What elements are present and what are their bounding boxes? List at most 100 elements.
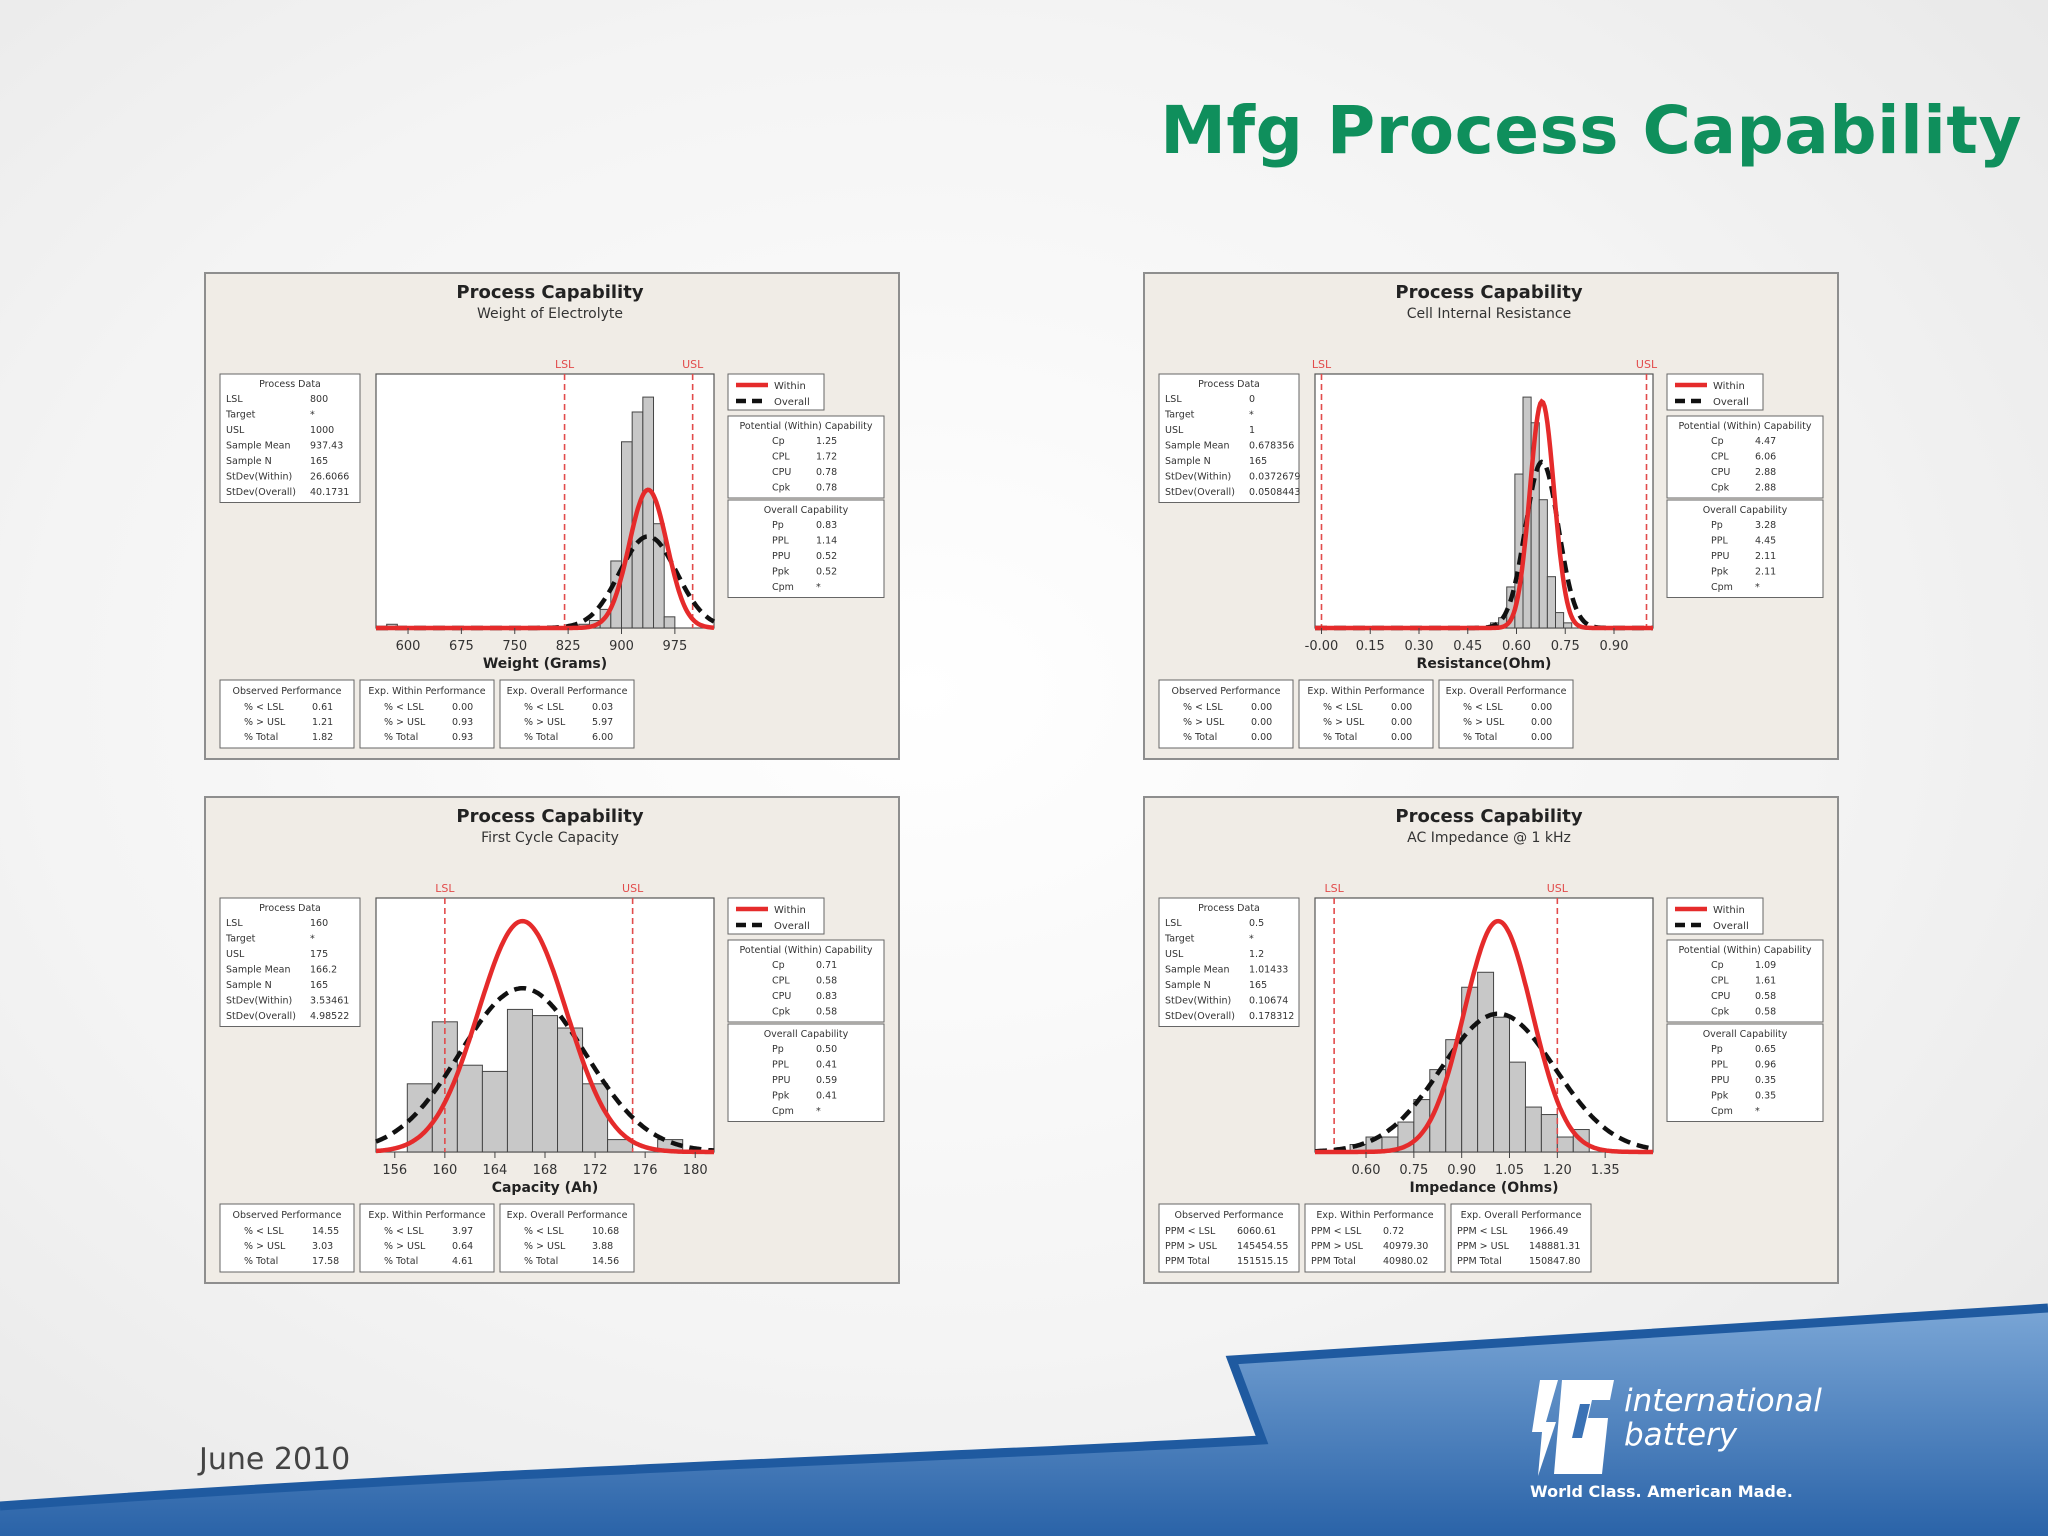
stat-value: 4.61 xyxy=(452,1256,473,1267)
stat-value: 0.96 xyxy=(1755,1060,1776,1071)
stat-value: 0.0508443 xyxy=(1249,487,1300,498)
stat-label: % Total xyxy=(524,1256,558,1267)
x-tick-label: 0.60 xyxy=(1352,1163,1381,1178)
stat-value: 0.71 xyxy=(816,960,837,971)
stat-label: StDev(Within) xyxy=(1165,996,1231,1007)
x-tick-label: 0.75 xyxy=(1551,639,1580,654)
stat-value: 0.58 xyxy=(1755,991,1776,1002)
histogram-bar xyxy=(663,616,676,629)
stat-value: 0.00 xyxy=(1391,702,1412,713)
x-tick-label: 164 xyxy=(483,1163,508,1178)
stat-value: 3.28 xyxy=(1755,520,1776,531)
stat-label: Target xyxy=(225,410,256,421)
stat-label: StDev(Within) xyxy=(1165,472,1231,483)
stat-label: Sample Mean xyxy=(226,965,291,976)
stat-value: 0.78 xyxy=(816,467,837,478)
performance-box: Observed Performance % < LSL 14.55 % > USL 3… xyxy=(219,1203,355,1273)
stat-label: Ppk xyxy=(772,567,790,578)
stat-label: Sample Mean xyxy=(226,441,291,452)
box-heading: Exp. Within Performance xyxy=(1307,686,1424,697)
process-data-box: Process Data LSL 0.5 Target * USL 1.2 Sample Me… xyxy=(1158,897,1300,1027)
stat-value: 2.88 xyxy=(1755,483,1776,494)
stat-label: % < LSL xyxy=(384,702,424,713)
histogram-bar xyxy=(1556,1136,1574,1153)
x-tick-label: 0.60 xyxy=(1502,639,1531,654)
stat-label: Sample N xyxy=(1165,980,1211,991)
stat-value: * xyxy=(310,934,315,945)
x-tick-label: 0.30 xyxy=(1405,639,1434,654)
stat-value: * xyxy=(816,1106,821,1117)
stat-value: 0.178312 xyxy=(1249,1011,1294,1022)
chart-subtitle: Cell Internal Resistance xyxy=(1407,306,1571,322)
stat-label: Cpk xyxy=(772,1007,791,1018)
stat-label: % > USL xyxy=(1463,717,1505,728)
stat-value: 0.41 xyxy=(816,1060,837,1071)
within-curve xyxy=(1315,398,1653,631)
stat-value: 0.58 xyxy=(816,1007,837,1018)
stat-value: 0.00 xyxy=(452,702,473,713)
chart-title: Process Capability xyxy=(1395,282,1582,303)
stat-value: * xyxy=(1755,582,1760,593)
capability-chart-electrolyte-weight: Process Capability Weight of Electrolyte L… xyxy=(219,282,885,749)
stat-value: 0.58 xyxy=(1755,1007,1776,1018)
x-tick-label: 172 xyxy=(583,1163,608,1178)
stat-value: 0.58 xyxy=(816,976,837,987)
x-tick-label: 156 xyxy=(382,1163,407,1178)
overall-capability-box: Overall Capability Pp 0.50 PPL 0.41 PPU 0.59 Pp… xyxy=(727,1023,885,1122)
box-heading: Potential (Within) Capability xyxy=(1679,421,1812,432)
performance-box: Exp. Overall Performance % < LSL 10.68 % > … xyxy=(499,1203,635,1273)
stat-value: 0.93 xyxy=(452,732,473,743)
stat-value: 165 xyxy=(310,456,328,467)
stat-value: 165 xyxy=(1249,456,1267,467)
stat-label: LSL xyxy=(1165,394,1182,405)
stat-value: 40980.02 xyxy=(1383,1256,1428,1267)
stat-value: 40979.30 xyxy=(1383,1241,1428,1252)
stat-label: CPU xyxy=(772,991,791,1002)
legend-overall-label: Overall xyxy=(774,921,810,932)
box-heading: Overall Capability xyxy=(764,1029,849,1040)
within-capability-box: Potential (Within) Capability Cp 0.71 CPL 0.… xyxy=(727,939,885,1023)
stat-value: 3.03 xyxy=(312,1241,333,1252)
stat-value: 1 xyxy=(1249,425,1255,436)
performance-box: Observed Performance % < LSL 0.00 % > USL 0.… xyxy=(1158,679,1294,749)
box-heading: Observed Performance xyxy=(233,1210,342,1221)
process-data-box: Process Data LSL 160 Target * USL 175 Sample Me… xyxy=(219,897,361,1027)
stat-label: Ppk xyxy=(1711,1091,1729,1102)
stat-label: Pp xyxy=(1711,520,1723,531)
box-heading: Exp. Overall Performance xyxy=(507,686,628,697)
x-tick-label: 750 xyxy=(502,639,527,654)
stat-value: 4.47 xyxy=(1755,436,1776,447)
legend-overall-label: Overall xyxy=(774,397,810,408)
usl-label: USL xyxy=(1547,882,1569,895)
box-heading: Exp. Overall Performance xyxy=(1446,686,1567,697)
legend-overall-label: Overall xyxy=(1713,397,1749,408)
lsl-label: LSL xyxy=(1325,882,1345,895)
x-axis-label: Resistance(Ohm) xyxy=(1417,656,1552,672)
box-heading: Observed Performance xyxy=(233,686,342,697)
stat-label: % > USL xyxy=(384,1241,426,1252)
within-curve xyxy=(1315,918,1653,1155)
slide-title: Mfg Process Capability xyxy=(1160,92,2022,169)
stat-value: * xyxy=(1249,934,1254,945)
stat-value: 1.14 xyxy=(816,536,837,547)
stat-label: PPM < LSL xyxy=(1311,1226,1362,1237)
stat-label: LSL xyxy=(1165,918,1182,929)
legend-within-label: Within xyxy=(1713,381,1745,392)
stat-value: 175 xyxy=(310,949,328,960)
x-axis-label: Impedance (Ohms) xyxy=(1409,1180,1558,1196)
box-heading: Observed Performance xyxy=(1172,686,1281,697)
stat-label: USL xyxy=(226,949,245,960)
legend-within-label: Within xyxy=(1713,905,1745,916)
stat-label: % > USL xyxy=(244,1241,286,1252)
box-heading: Exp. Overall Performance xyxy=(507,1210,628,1221)
stat-value: 4.98522 xyxy=(310,1011,349,1022)
stat-label: PPU xyxy=(772,551,790,562)
x-tick-label: 168 xyxy=(533,1163,558,1178)
stat-value: 1.61 xyxy=(1755,976,1776,987)
stat-label: Cpk xyxy=(772,483,791,494)
stat-label: PPL xyxy=(772,536,789,547)
lsl-label: LSL xyxy=(1312,358,1332,371)
stat-label: % Total xyxy=(384,1256,418,1267)
stat-value: 1.82 xyxy=(312,732,333,743)
stat-label: % Total xyxy=(244,1256,278,1267)
